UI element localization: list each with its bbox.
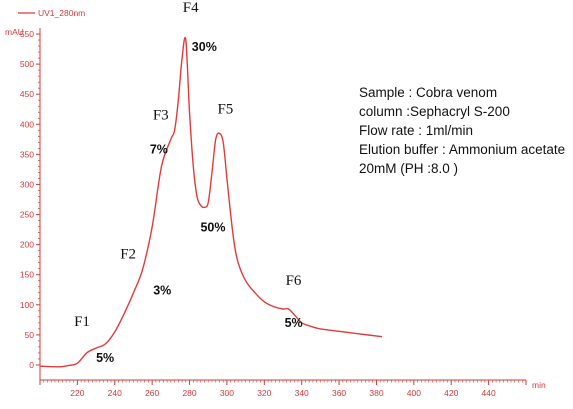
fraction-percent-f3: 7% bbox=[150, 142, 168, 156]
y-unit-label: mAU bbox=[5, 27, 24, 37]
fraction-percent-f1: 5% bbox=[96, 351, 114, 365]
x-tick-label: 380 bbox=[369, 388, 383, 398]
x-tick-label: 280 bbox=[182, 388, 196, 398]
series-layer bbox=[39, 36, 383, 368]
x-tick-label: 400 bbox=[407, 388, 421, 398]
info-line-sample: Sample : Cobra venom bbox=[359, 85, 497, 100]
y-tick-label: 50 bbox=[25, 330, 35, 340]
x-tick-label: 240 bbox=[108, 388, 122, 398]
fraction-percent-f5: 50% bbox=[200, 220, 225, 234]
y-tick-label: 300 bbox=[20, 179, 34, 189]
legend-label: UV1_280nm bbox=[38, 8, 85, 18]
y-tick-label: 200 bbox=[20, 240, 34, 250]
fraction-label-f4: F4 bbox=[183, 0, 199, 16]
fraction-label-f3: F3 bbox=[153, 107, 169, 123]
y-tick-label: 150 bbox=[20, 270, 34, 280]
y-tick-label: 500 bbox=[20, 59, 34, 69]
y-tick-label: 550 bbox=[20, 29, 34, 39]
x-tick-label: 260 bbox=[145, 388, 159, 398]
x-tick-label: 300 bbox=[220, 388, 234, 398]
y-tick-label: 100 bbox=[20, 300, 34, 310]
fraction-annotations: F1 5% F2 3% F3 7% F4 30% F5 50% F6 5% bbox=[74, 0, 303, 365]
y-tick-label: 350 bbox=[20, 149, 34, 159]
fraction-percent-f4: 30% bbox=[192, 40, 217, 54]
y-tick-label: 450 bbox=[20, 89, 34, 99]
info-line-elution-buffer: Elution buffer : Ammonium acetate bbox=[359, 142, 565, 157]
x-tick-label: 440 bbox=[482, 388, 496, 398]
y-tick-label: 400 bbox=[20, 119, 34, 129]
x-axis-ticks: 220 240 260 280 300 320 340 360 380 400 420 440 bbox=[39, 380, 527, 398]
series-line-uv280 bbox=[39, 36, 383, 368]
fraction-percent-f2: 3% bbox=[153, 284, 171, 298]
fraction-label-f2: F2 bbox=[120, 247, 136, 263]
fraction-percent-f6: 5% bbox=[285, 316, 303, 330]
y-tick-label: 0 bbox=[29, 360, 34, 370]
fraction-label-f6: F6 bbox=[286, 273, 302, 289]
info-line-column: column :Sephacryl S-200 bbox=[359, 104, 510, 119]
x-tick-label: 340 bbox=[295, 388, 309, 398]
x-tick-label: 320 bbox=[257, 388, 271, 398]
fraction-label-f5: F5 bbox=[217, 101, 233, 117]
x-tick-label: 220 bbox=[70, 388, 84, 398]
info-line-flow-rate: Flow rate : 1ml/min bbox=[359, 123, 473, 138]
sample-info-block: Sample : Cobra venom column :Sephacryl S… bbox=[359, 85, 565, 176]
y-axis-ticks: 0 50 100 150 200 250 300 350 400 450 500 550 bbox=[20, 29, 40, 370]
x-tick-label: 420 bbox=[444, 388, 458, 398]
x-unit-label: min bbox=[532, 380, 546, 390]
x-tick-label: 360 bbox=[332, 388, 346, 398]
fraction-label-f1: F1 bbox=[74, 314, 90, 330]
info-line-buffer-conc: 20mM (PH :8.0 ) bbox=[359, 161, 458, 176]
y-tick-label: 250 bbox=[20, 210, 34, 220]
